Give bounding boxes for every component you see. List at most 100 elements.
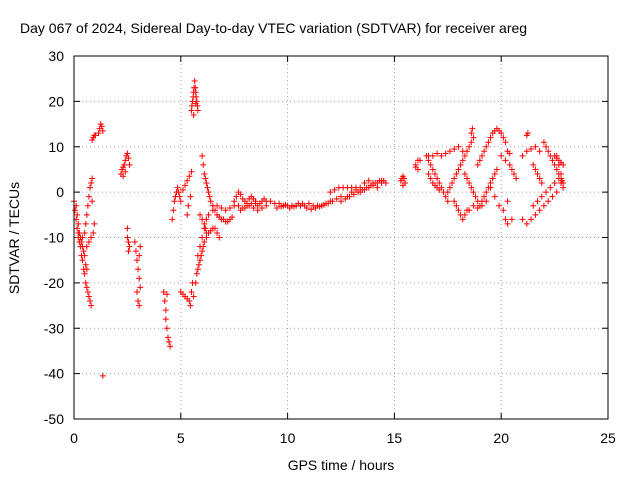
data-point [485,139,492,146]
data-point [459,216,466,223]
data-point [478,202,485,209]
data-point [374,180,381,187]
data-point [136,302,143,309]
data-point [470,202,477,209]
data-point [89,198,96,205]
data-point [559,177,566,184]
data-point [344,193,351,200]
data-point [361,180,368,187]
data-point [299,200,306,207]
data-point [254,207,261,214]
data-point [534,170,541,177]
data-point [500,134,507,141]
data-point [214,202,221,209]
data-point [464,148,471,155]
data-point [120,173,127,180]
data-point [399,182,406,189]
data-point [528,146,535,153]
data-point [226,205,233,212]
data-point [466,207,473,214]
data-point [555,161,562,168]
x-tick-label: 25 [600,430,616,446]
data-point [498,152,505,159]
data-point [92,132,99,139]
data-point [451,175,458,182]
data-point [169,216,176,223]
data-point [442,193,449,200]
data-point [549,157,556,164]
data-point [231,198,238,205]
data-point [190,293,197,300]
data-point [162,307,169,314]
y-tick-label: -10 [44,230,64,246]
data-point [175,189,182,196]
data-point [88,302,95,309]
data-point [553,189,560,196]
data-point [493,166,500,173]
data-point [468,139,475,146]
data-point [199,248,206,255]
data-point [523,220,530,227]
data-point [474,205,481,212]
data-point [83,211,90,218]
data-point [98,123,105,130]
data-point [329,198,336,205]
data-point [312,205,319,212]
data-point [483,198,490,205]
data-point [134,257,141,264]
data-point [176,193,183,200]
data-point [126,243,133,250]
data-point [87,298,94,305]
data-point [203,229,210,236]
data-point [170,207,177,214]
data-point [502,157,509,164]
data-point [126,161,133,168]
data-point [530,161,537,168]
data-point [202,225,209,232]
data-point [536,207,543,214]
data-point [487,184,494,191]
data-point [558,170,565,177]
data-point [303,205,310,212]
data-point [201,220,208,227]
data-point [487,134,494,141]
data-point [278,203,285,210]
data-point [434,175,441,182]
data-point [453,202,460,209]
data-point [197,243,204,250]
data-point [204,184,211,191]
data-point [82,279,89,286]
data-point [72,207,79,214]
data-point [308,206,315,213]
data-point [434,150,441,157]
data-point [125,155,132,162]
data-point [464,175,471,182]
data-point [78,239,85,246]
data-point [75,220,82,227]
y-tick-label: 30 [48,48,64,64]
data-point [179,186,186,193]
data-point [124,225,131,232]
data-point [320,201,327,208]
data-point [191,77,198,84]
data-point [190,111,197,118]
data-point [532,211,539,218]
data-point [536,175,543,182]
data-point [273,205,280,212]
data-point [85,293,92,300]
data-point [316,203,323,210]
data-point [436,186,443,193]
data-point [99,372,106,379]
data-point [489,175,496,182]
data-point [194,107,201,114]
data-point [87,184,94,191]
data-point [187,193,194,200]
x-tick-label: 0 [70,430,78,446]
data-point [79,234,86,241]
y-axis-label: SDTVAR / TECUs [6,182,22,294]
data-point [382,180,389,187]
data-point [545,148,552,155]
data-point [472,193,479,200]
data-point [192,100,199,107]
chart-grid [74,56,608,419]
